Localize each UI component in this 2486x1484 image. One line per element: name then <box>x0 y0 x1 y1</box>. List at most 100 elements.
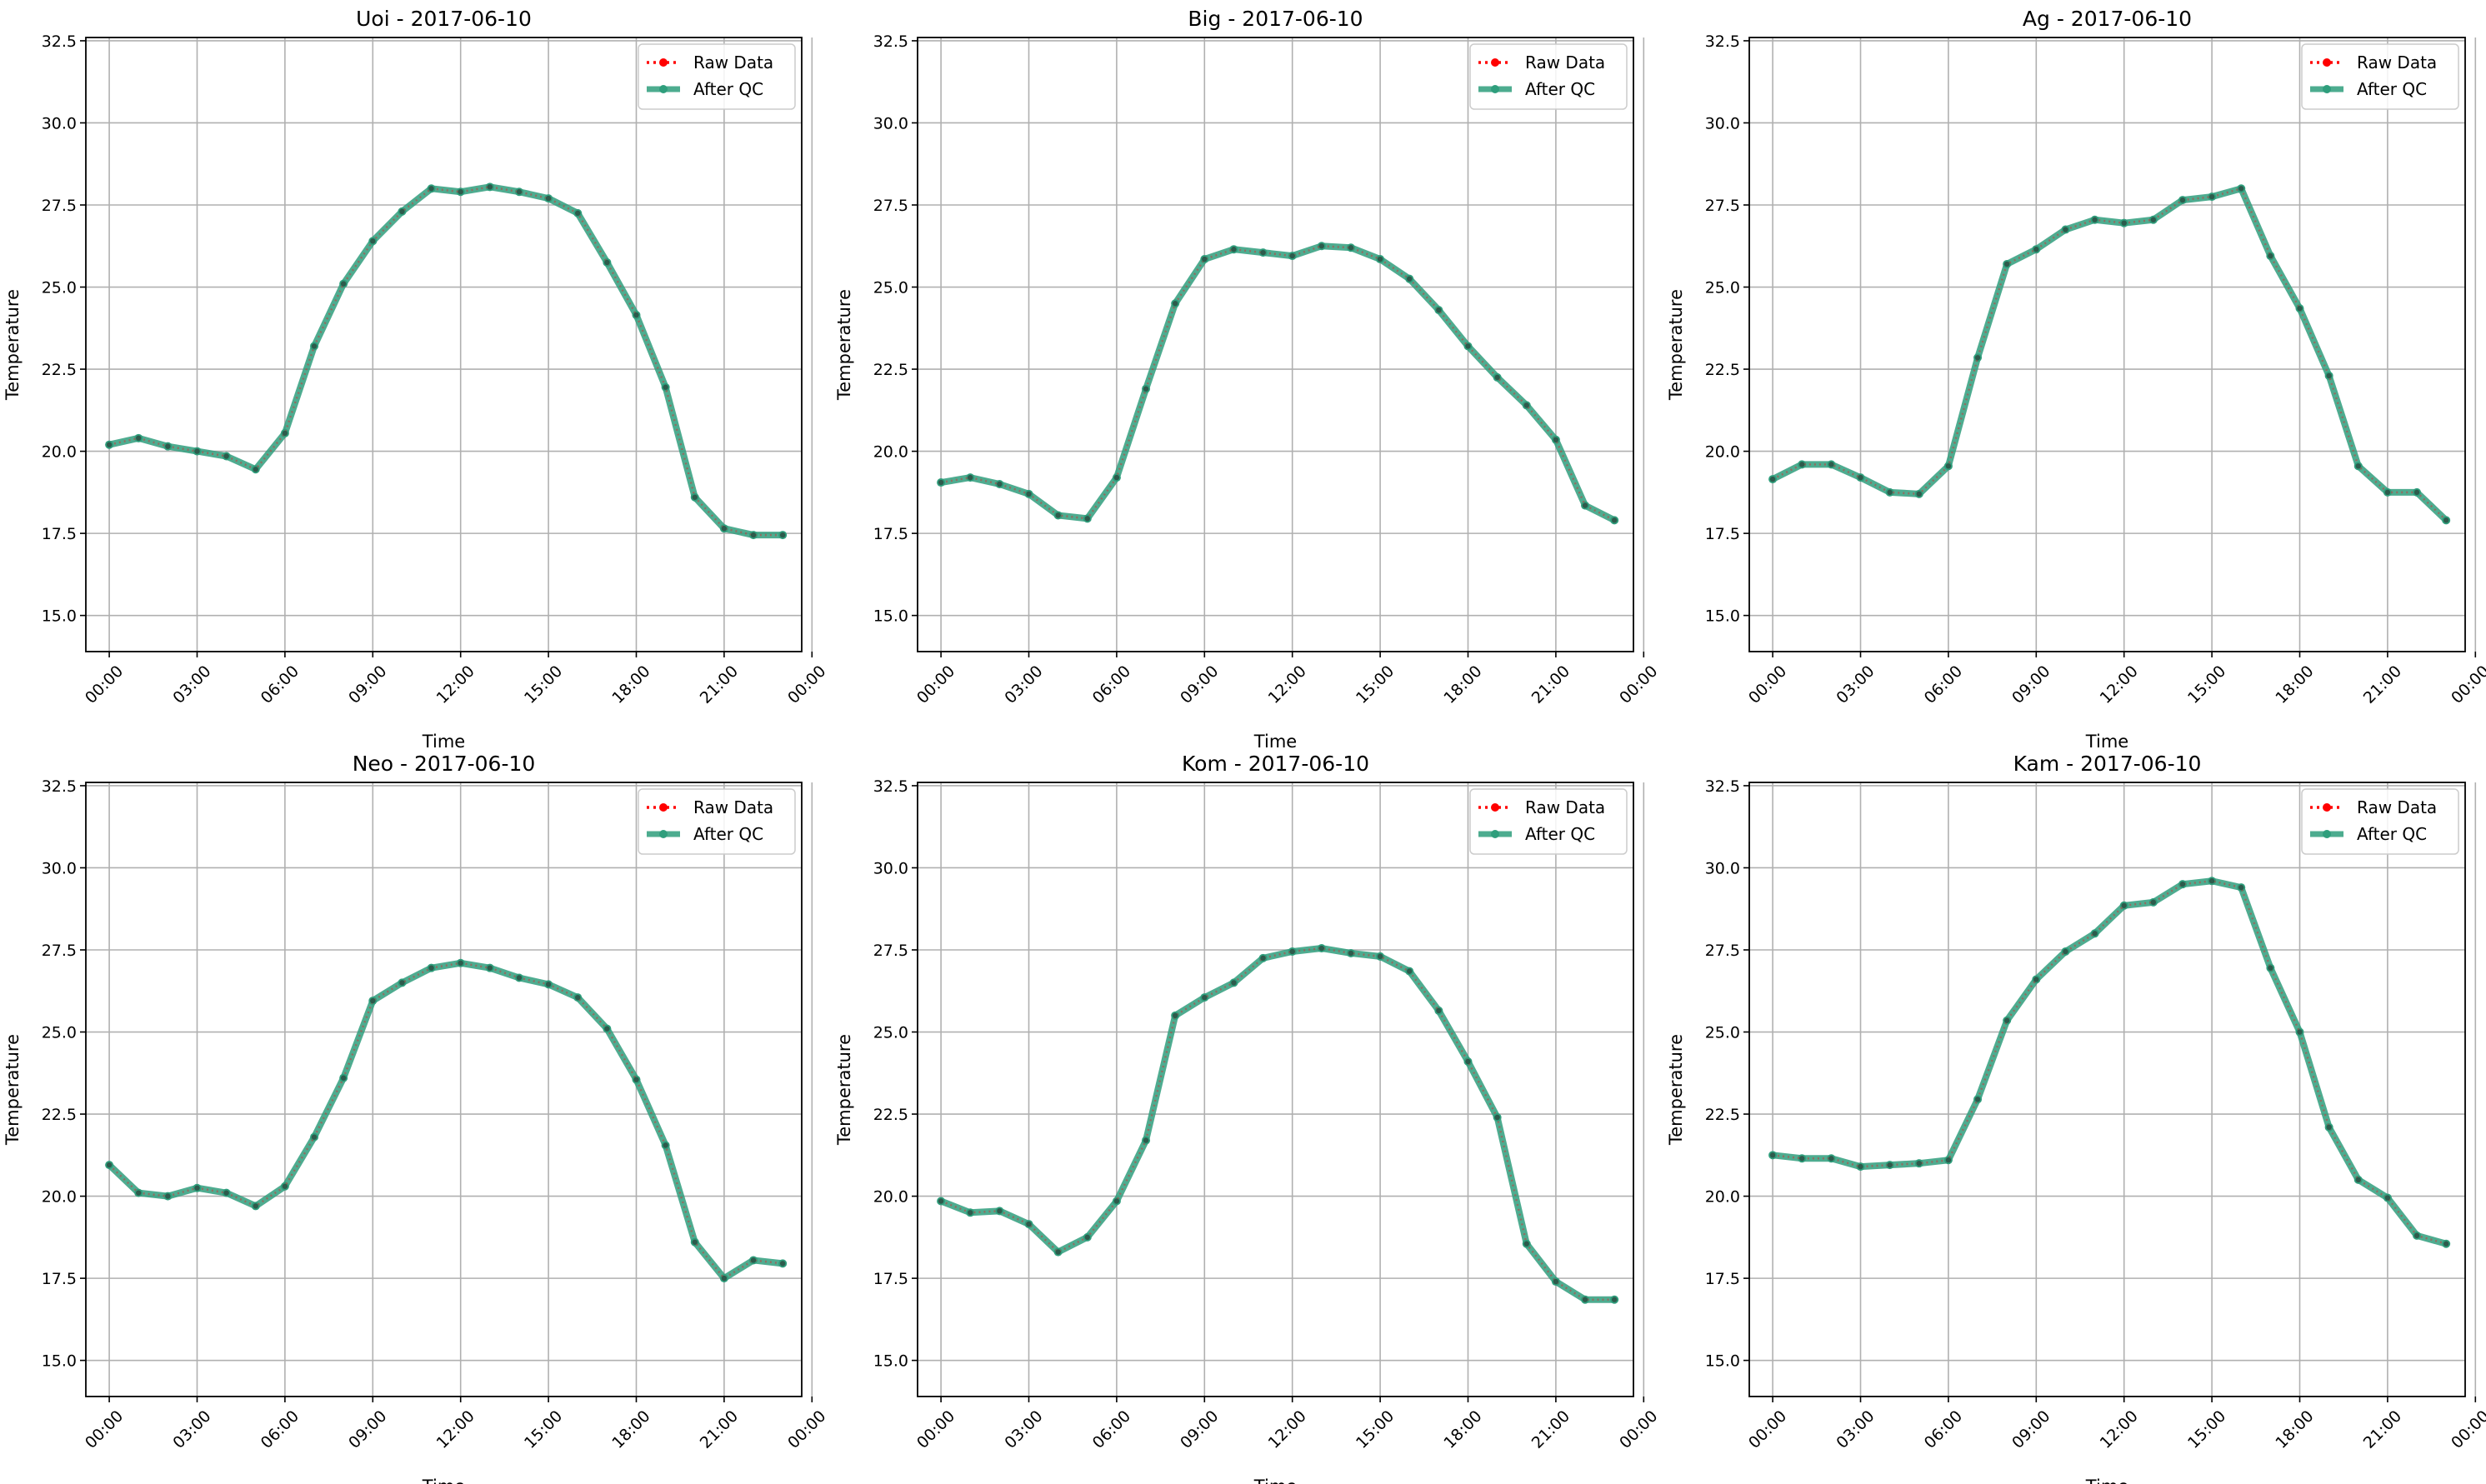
raw-data-point <box>1611 1297 1618 1302</box>
x-tick-label: 15:00 <box>1353 1407 1398 1452</box>
raw-data-point <box>1113 474 1120 481</box>
y-tick-label: 15.0 <box>42 607 77 626</box>
x-tick-label: 12:00 <box>2097 1407 2142 1452</box>
raw-data-point <box>1231 980 1237 986</box>
raw-data-point <box>1436 307 1442 313</box>
raw-data-point <box>1769 1152 1776 1158</box>
y-axis-label: Temperature <box>834 289 854 401</box>
x-tick-label: 12:00 <box>1265 1407 1310 1452</box>
x-axis-label: Time <box>1253 1477 1297 1484</box>
raw-data-point <box>1377 953 1383 960</box>
raw-data-point <box>1553 437 1559 442</box>
y-tick-label: 27.5 <box>873 197 908 215</box>
raw-data-point <box>136 435 142 442</box>
plot-area <box>918 782 1633 1397</box>
raw-data-point <box>311 1134 318 1140</box>
raw-data-point <box>938 1198 944 1204</box>
x-tick-label: 00:00 <box>1745 1407 1790 1452</box>
raw-data-point <box>1769 476 1776 482</box>
y-tick-label: 27.5 <box>1705 197 1740 215</box>
legend-box <box>2301 43 2459 110</box>
raw-data-point <box>1348 245 1354 251</box>
x-tick-label: 00:00 <box>784 662 829 707</box>
chart-title: Kam - 2017-06-10 <box>2013 752 2202 776</box>
x-tick-label: 00:00 <box>913 662 958 707</box>
raw-data-point <box>968 474 973 481</box>
y-tick-label: 30.0 <box>42 114 77 132</box>
subplot-5: 15.0 17.5 20.0 22.5 25.0 27.5 30.0 32.5 00:00 03:… <box>834 752 1661 1484</box>
legend-qc-marker <box>2323 85 2331 93</box>
chart-title: Uoi - 2017-06-10 <box>356 7 532 31</box>
y-tick-label: 20.0 <box>1705 1188 1740 1207</box>
raw-data-point <box>1055 1249 1061 1255</box>
raw-data-point <box>779 1261 786 1267</box>
raw-data-point <box>1799 1156 1805 1162</box>
raw-data-point <box>2443 517 2449 523</box>
raw-data-point <box>575 994 581 1001</box>
legend-raw-marker <box>659 803 668 812</box>
raw-data-point <box>692 494 698 500</box>
chart-title: Kom - 2017-06-10 <box>1182 752 1369 776</box>
y-axis-label: Temperature <box>1666 289 1686 401</box>
x-tick-label: 03:00 <box>1833 1407 1878 1452</box>
raw-data-point <box>1231 247 1237 252</box>
legend-raw-label: Raw Data <box>2357 797 2437 817</box>
legend-raw-marker <box>2323 58 2331 67</box>
legend-qc-label: After QC <box>1525 824 1595 844</box>
raw-data-line <box>1772 187 2448 522</box>
raw-data-point <box>1289 252 1295 259</box>
y-tick-label: 25.0 <box>1705 1024 1740 1042</box>
subplot-6: 15.0 17.5 20.0 22.5 25.0 27.5 30.0 32.5 00:00 03:… <box>1666 752 2486 1484</box>
x-tick-label: 00:00 <box>1616 1407 1661 1452</box>
raw-data-point <box>194 448 200 454</box>
plot-frame <box>1748 37 2466 652</box>
y-tick-label: 20.0 <box>873 443 908 462</box>
raw-data-point <box>2150 217 2157 222</box>
legend-qc-label: After QC <box>693 824 763 844</box>
raw-data-point <box>2413 1232 2420 1239</box>
raw-data-point <box>458 960 463 966</box>
raw-data-point <box>1582 1297 1588 1302</box>
x-tick-label: 00:00 <box>913 1407 958 1452</box>
raw-data-point <box>282 430 288 437</box>
raw-data-point <box>399 208 405 215</box>
raw-data-point <box>1858 474 1863 481</box>
x-tick-label: 12:00 <box>2097 662 2142 707</box>
y-tick-label: 32.5 <box>1705 777 1740 796</box>
raw-data-point <box>663 1142 668 1148</box>
x-axis-label: Time <box>422 732 465 752</box>
legend: Raw Data After QC <box>638 788 796 855</box>
x-tick-label: 15:00 <box>1353 662 1398 707</box>
raw-data-point <box>106 442 113 447</box>
y-tick-label: 17.5 <box>1705 525 1740 543</box>
raw-data-point <box>1260 955 1266 962</box>
raw-data-point <box>2238 186 2244 192</box>
y-tick-label: 30.0 <box>1705 114 1740 132</box>
raw-data-point <box>428 186 434 192</box>
raw-data-point <box>2443 1241 2449 1247</box>
subplot-2: 15.0 17.5 20.0 22.5 25.0 27.5 30.0 32.5 00:00 03:… <box>834 7 1661 752</box>
y-tick-label: 27.5 <box>42 942 77 960</box>
raw-data-point <box>1143 386 1149 392</box>
y-axis-label: Temperature <box>834 1034 854 1146</box>
raw-data-point <box>2384 1195 2391 1201</box>
raw-data-point <box>1465 343 1471 349</box>
raw-data-point <box>1553 1278 1559 1285</box>
plot-frame <box>917 37 1634 652</box>
chart-title: Ag - 2017-06-10 <box>2023 7 2192 31</box>
raw-data-point <box>2208 878 2215 884</box>
legend: Raw Data After QC <box>1469 43 1628 110</box>
raw-data-point <box>633 1077 639 1082</box>
raw-data-point <box>370 238 376 244</box>
raw-data-point <box>1523 402 1529 408</box>
raw-data-point <box>487 184 493 190</box>
y-tick-label: 27.5 <box>42 197 77 215</box>
raw-data-point <box>2268 965 2273 971</box>
legend-qc-marker <box>659 830 668 838</box>
raw-data-point <box>2092 931 2098 937</box>
x-axis-label: Time <box>422 1477 465 1484</box>
raw-data-point <box>2150 899 2157 906</box>
raw-data-point <box>2003 1017 2010 1023</box>
legend-qc-label: After QC <box>1525 79 1595 99</box>
